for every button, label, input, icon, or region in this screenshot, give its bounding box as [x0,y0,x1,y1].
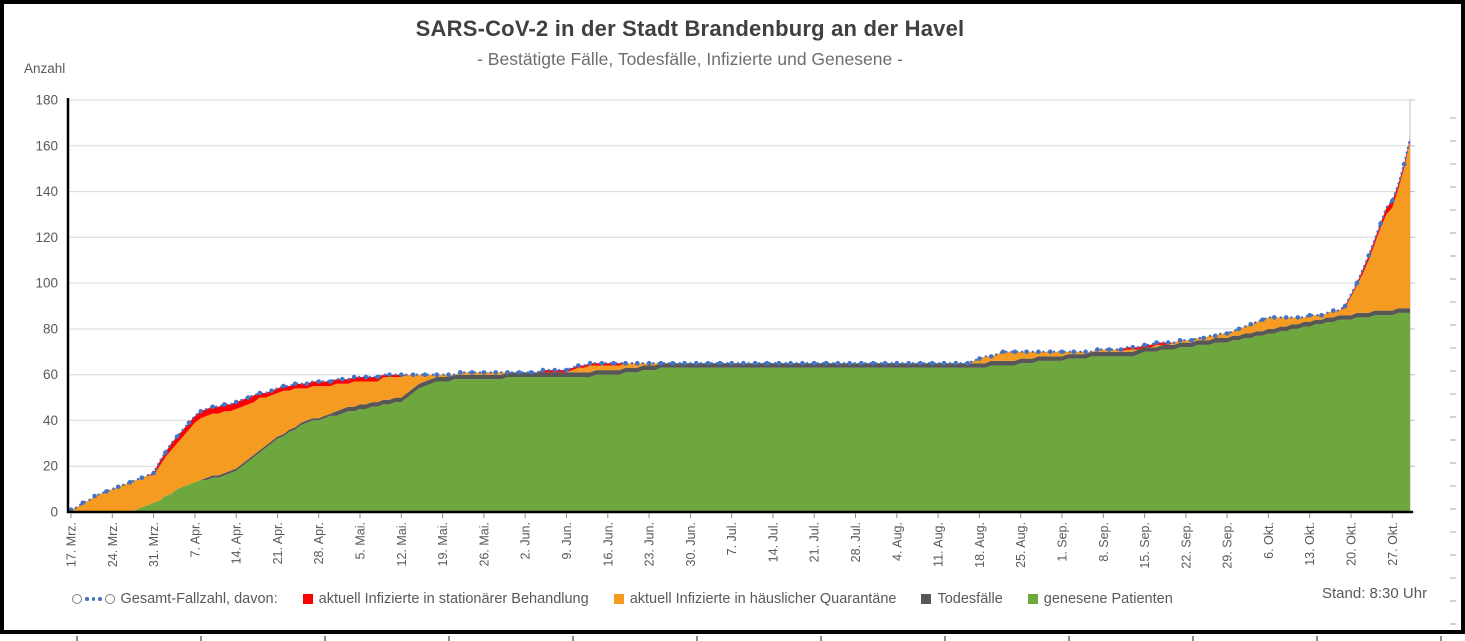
legend-label-total: Gesamt-Fallzahl, davon: [120,591,278,607]
svg-text:28. Apr.: 28. Apr. [312,522,326,564]
status-timestamp: Stand: 8:30 Uhr [1322,585,1428,602]
svg-text:17. Mrz.: 17. Mrz. [65,522,79,567]
svg-text:23. Jun.: 23. Jun. [643,522,657,566]
chart-title: SARS-CoV-2 in der Stadt Brandenburg an d… [415,16,965,41]
legend-label-recovered: genesene Patienten [1043,591,1173,607]
svg-text:20. Okt.: 20. Okt. [1345,522,1359,566]
svg-text:29. Sep.: 29. Sep. [1221,522,1235,569]
y-axis-title: Anzahl [24,61,66,76]
svg-text:180: 180 [35,93,58,108]
svg-text:8. Sep.: 8. Sep. [1097,522,1111,562]
chart-subtitle: - Bestätigte Fälle, Todesfälle, Infizier… [477,49,903,69]
svg-text:21. Jul.: 21. Jul. [808,522,822,562]
svg-text:2. Jun.: 2. Jun. [519,522,533,560]
svg-text:60: 60 [43,367,58,382]
legend-label-quarantine: aktuell Infizierte in häuslicher Quarant… [629,591,897,607]
svg-text:40: 40 [43,413,58,428]
legend-label-deaths: Todesfälle [937,591,1003,607]
legend-item-deaths: Todesfälle [921,591,1003,607]
svg-text:24. Mrz.: 24. Mrz. [106,522,120,567]
legend-item-quarantine: aktuell Infizierte in häuslicher Quarant… [613,591,897,607]
svg-text:22. Sep.: 22. Sep. [1179,522,1193,569]
svg-text:160: 160 [35,138,58,153]
svg-text:0: 0 [50,505,58,520]
dotted-line-circles-icon [72,594,115,604]
legend-label-hospitalized: aktuell Infizierte in stationärer Behand… [318,591,589,607]
svg-text:15. Sep.: 15. Sep. [1138,522,1152,569]
svg-text:18. Aug.: 18. Aug. [973,522,987,568]
legend-item-recovered: genesene Patienten [1027,591,1173,607]
svg-text:19. Mai.: 19. Mai. [436,522,450,566]
svg-text:80: 80 [43,321,58,336]
svg-text:11. Aug.: 11. Aug. [932,522,946,567]
svg-text:6. Okt.: 6. Okt. [1262,522,1276,559]
gray-square-icon [921,594,932,604]
svg-text:9. Jun.: 9. Jun. [560,522,574,560]
svg-text:31. Mrz.: 31. Mrz. [147,522,161,567]
svg-text:28. Jul.: 28. Jul. [849,522,863,562]
cropped-bottom-ticks [0,634,1465,641]
svg-text:16. Jun.: 16. Jun. [601,522,615,566]
orange-square-icon [613,594,624,604]
svg-text:5. Mai.: 5. Mai. [354,522,368,560]
title-block: SARS-CoV-2 in der Stadt Brandenburg an d… [0,16,1380,70]
svg-text:100: 100 [35,276,58,291]
svg-text:20: 20 [43,459,58,474]
svg-text:12. Mai.: 12. Mai. [395,522,409,566]
svg-text:4. Aug.: 4. Aug. [890,522,904,561]
svg-text:7. Jul.: 7. Jul. [725,522,739,555]
svg-text:140: 140 [35,184,58,199]
svg-text:25. Aug.: 25. Aug. [1014,522,1028,568]
svg-text:27. Okt.: 27. Okt. [1386,522,1400,566]
green-square-icon [1027,594,1038,604]
legend-item-hospitalized: aktuell Infizierte in stationärer Behand… [302,591,589,607]
svg-text:7. Apr.: 7. Apr. [188,522,202,557]
svg-text:26. Mai.: 26. Mai. [477,522,491,566]
svg-text:30. Jun.: 30. Jun. [684,522,698,566]
svg-text:21. Apr.: 21. Apr. [271,522,285,564]
svg-text:14. Jul.: 14. Jul. [766,522,780,562]
red-square-icon [302,594,313,604]
svg-text:120: 120 [35,230,58,245]
chart-legend: Gesamt-Fallzahl, davon: aktuell Infizier… [72,591,1173,607]
svg-text:13. Okt.: 13. Okt. [1303,522,1317,566]
svg-text:1. Sep.: 1. Sep. [1056,522,1070,562]
svg-text:14. Apr.: 14. Apr. [230,522,244,564]
legend-item-total: Gesamt-Fallzahl, davon: [72,591,278,607]
